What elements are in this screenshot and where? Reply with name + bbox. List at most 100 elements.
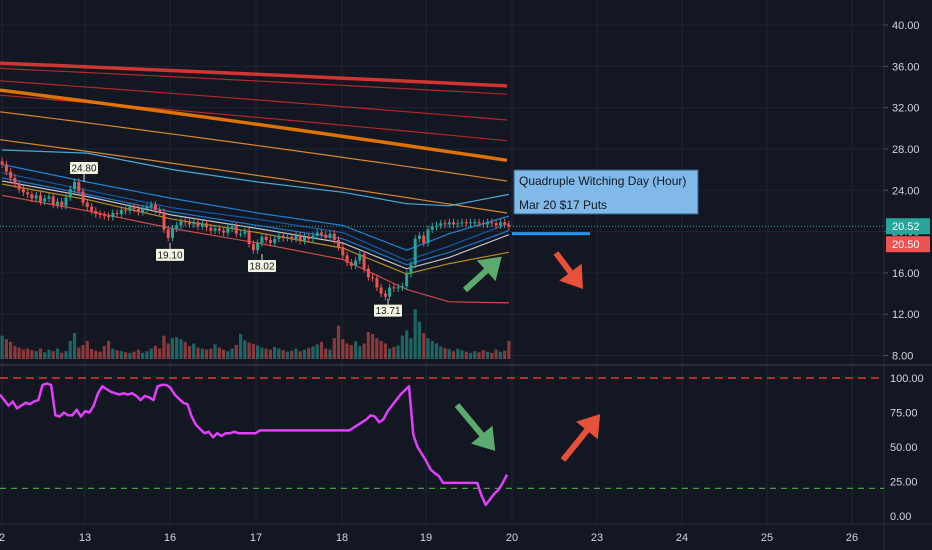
price-label-text: 19.10 bbox=[157, 250, 182, 261]
volume-bar bbox=[464, 351, 468, 359]
x-tick-label: 18 bbox=[336, 532, 348, 544]
candle-body bbox=[162, 212, 166, 230]
candle-body bbox=[430, 226, 434, 230]
candle-body bbox=[222, 230, 226, 233]
volume-bar bbox=[68, 340, 72, 359]
ma-line bbox=[0, 94, 508, 142]
candle-body bbox=[277, 235, 281, 239]
candle-body bbox=[188, 222, 191, 225]
volume-bar bbox=[30, 350, 34, 359]
price-label-box bbox=[156, 248, 184, 261]
candle-body bbox=[366, 268, 370, 278]
candle-body bbox=[234, 226, 238, 234]
volume-bar bbox=[477, 352, 481, 359]
axes: 40.00 36.00 32.00 28.00 24.00 2 0.00 16.00 12.00… bbox=[0, 20, 930, 544]
candle-body bbox=[264, 236, 268, 240]
candle-body bbox=[247, 231, 251, 244]
candle-body bbox=[345, 255, 349, 263]
volume-bar bbox=[81, 345, 85, 359]
volume-bar bbox=[34, 351, 38, 359]
x-tick-label: 25 bbox=[761, 532, 773, 544]
moving-average-lines bbox=[0, 61, 508, 214]
y-tick-label: 36.00 bbox=[892, 61, 920, 73]
price-label-text: 24.80 bbox=[71, 164, 96, 175]
candle-body bbox=[51, 196, 55, 205]
price-label-box bbox=[70, 162, 98, 175]
candle-body bbox=[443, 223, 447, 225]
volume-bar bbox=[196, 347, 200, 359]
x-tick-label: 26 bbox=[846, 532, 858, 544]
candle-body bbox=[490, 222, 494, 224]
volume-bar bbox=[183, 341, 187, 359]
volume-bar bbox=[302, 349, 307, 359]
candle-body bbox=[17, 184, 21, 190]
volume-bar bbox=[413, 309, 417, 359]
volume-bar bbox=[336, 325, 341, 359]
volume-bar bbox=[332, 338, 336, 359]
volume-bar bbox=[268, 349, 272, 359]
candle-body bbox=[307, 236, 311, 239]
candle-body bbox=[94, 210, 98, 214]
candle-body bbox=[145, 206, 149, 209]
volume-bar bbox=[260, 347, 264, 359]
volume-bar bbox=[213, 344, 217, 359]
volume-bar bbox=[315, 344, 319, 359]
y-tick-label: 8.00 bbox=[892, 351, 913, 363]
volume-bar bbox=[98, 351, 102, 359]
candle-body bbox=[183, 221, 187, 223]
candle-body bbox=[456, 223, 460, 225]
volume-bar bbox=[115, 350, 119, 359]
volume-bar bbox=[451, 351, 456, 359]
volume-bar bbox=[503, 350, 507, 359]
candle-body bbox=[132, 206, 136, 209]
volume-bar bbox=[439, 346, 443, 359]
volume-bar bbox=[77, 347, 81, 359]
volume-bar bbox=[234, 345, 238, 359]
candle-body bbox=[281, 235, 285, 238]
green-up-arrow-head bbox=[476, 256, 502, 282]
volume-bar bbox=[468, 352, 473, 359]
candle-body bbox=[171, 228, 174, 238]
volume-bar bbox=[72, 333, 77, 359]
candle-body bbox=[426, 229, 430, 243]
candle-body bbox=[481, 223, 485, 225]
volume-bar bbox=[311, 346, 315, 359]
candle-body bbox=[452, 222, 455, 225]
x-tick-label: 17 bbox=[250, 532, 262, 544]
volume-bar bbox=[226, 351, 230, 359]
candle-body bbox=[9, 171, 13, 178]
candle-body bbox=[315, 232, 319, 236]
candle-body bbox=[494, 223, 498, 226]
candle-body bbox=[303, 236, 306, 241]
candle-body bbox=[358, 254, 362, 261]
volume-bar bbox=[256, 345, 260, 359]
candle-body bbox=[435, 225, 438, 227]
volume-bar bbox=[264, 348, 268, 359]
candle-body bbox=[64, 197, 68, 206]
y-tick-label: 32.00 bbox=[892, 103, 920, 115]
volume-bar bbox=[273, 347, 277, 359]
candle-body bbox=[375, 278, 379, 288]
price-labels: 24.80 19.10 18.02 13.71 bbox=[70, 162, 402, 317]
candle-body bbox=[349, 262, 353, 266]
candle-body bbox=[30, 194, 34, 199]
candle-body bbox=[192, 222, 196, 225]
volume-bar bbox=[362, 343, 366, 359]
candle-body bbox=[166, 229, 170, 238]
arrows bbox=[454, 251, 601, 462]
candle-body bbox=[256, 243, 260, 251]
candle-body bbox=[405, 274, 409, 287]
volume-bar bbox=[217, 347, 221, 359]
volume-bar bbox=[204, 349, 209, 359]
volume-bar bbox=[26, 348, 30, 359]
oscillator-line bbox=[0, 382, 509, 507]
volume-bar bbox=[119, 351, 123, 359]
volume-bar bbox=[243, 340, 247, 359]
candle-body bbox=[85, 202, 89, 207]
volume-bar bbox=[162, 335, 166, 359]
volume-bar bbox=[319, 341, 324, 359]
volume-bar bbox=[145, 351, 149, 359]
annotation-box[interactable]: Quadruple Witching Day (Hour) Mar 20 $17… bbox=[513, 169, 699, 215]
volume-bar bbox=[456, 348, 460, 359]
